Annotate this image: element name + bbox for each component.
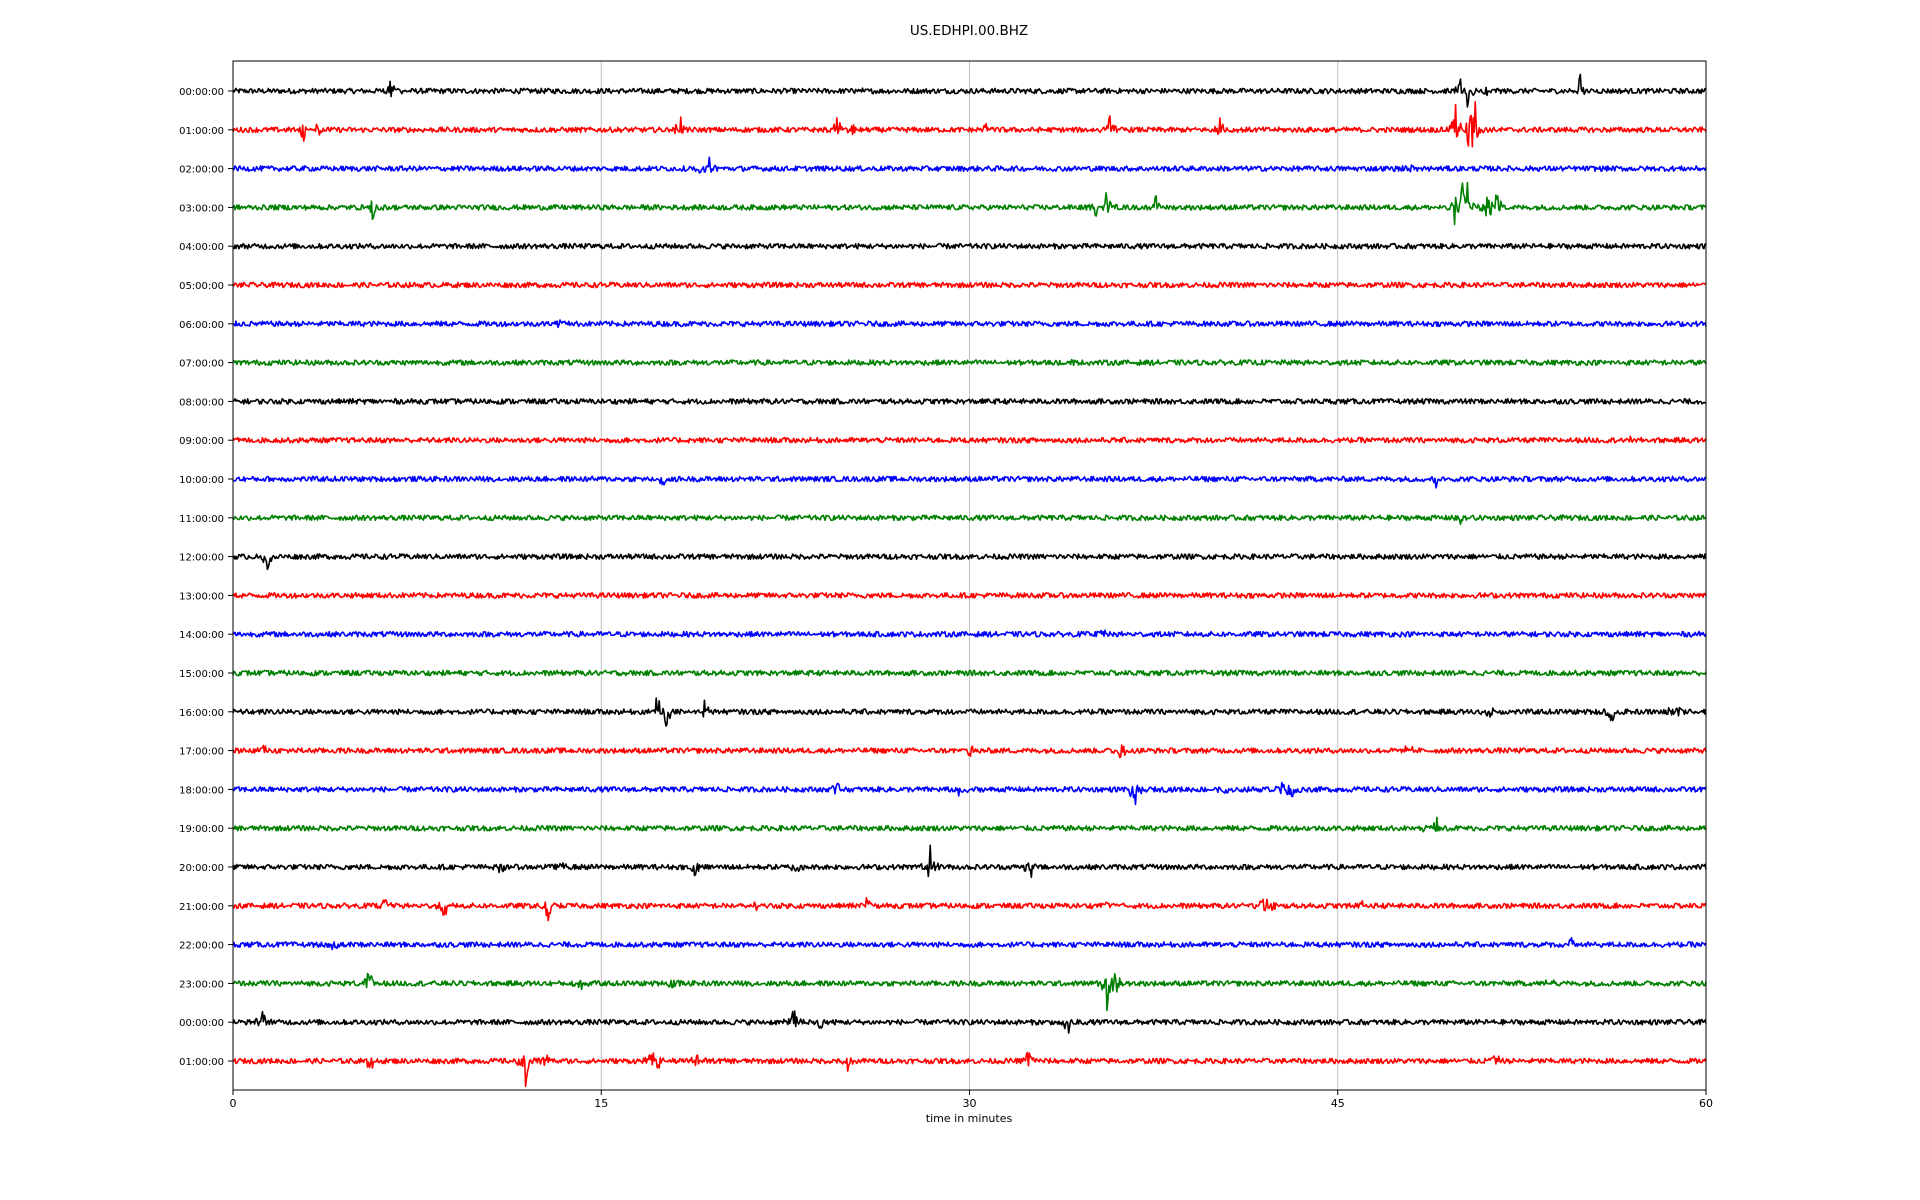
trace-line: [232, 697, 1707, 727]
trace-line: [232, 181, 1707, 226]
trace-line: [232, 514, 1707, 526]
vertical-gridlines: [600, 61, 1339, 1090]
trace-line: [232, 319, 1707, 329]
row-label: 23:00:00: [179, 979, 224, 990]
trace-line: [232, 1051, 1707, 1088]
trace-line: [232, 475, 1707, 489]
trace-line: [232, 592, 1707, 599]
x-tick-label: 15: [594, 1097, 608, 1110]
row-label: 06:00:00: [179, 320, 224, 331]
row-label: 22:00:00: [179, 941, 224, 952]
row-label: 02:00:00: [179, 165, 224, 176]
row-label: 07:00:00: [179, 359, 224, 370]
row-label: 12:00:00: [179, 553, 224, 564]
trace-line: [232, 972, 1707, 1012]
row-label: 01:00:00: [179, 1057, 224, 1068]
x-tick-label: 45: [1331, 1097, 1345, 1110]
x-tick-label: 60: [1699, 1097, 1713, 1110]
row-label: 21:00:00: [179, 902, 224, 913]
trace-line: [232, 73, 1707, 108]
row-label: 18:00:00: [179, 785, 224, 796]
row-label: 08:00:00: [179, 397, 224, 408]
trace-line: [232, 629, 1707, 638]
row-label: 16:00:00: [179, 708, 224, 719]
trace-line: [232, 553, 1707, 571]
trace-line: [232, 100, 1707, 148]
trace-line: [232, 281, 1707, 289]
row-label: 17:00:00: [179, 747, 224, 758]
trace-area: [232, 73, 1707, 1088]
row-label: 14:00:00: [179, 630, 224, 641]
x-tick-label: 0: [230, 1097, 237, 1110]
row-label: 10:00:00: [179, 475, 224, 486]
trace-line: [232, 398, 1707, 405]
x-tick-label: 30: [963, 1097, 977, 1110]
x-axis-label: time in minutes: [926, 1112, 1013, 1125]
row-label: 01:00:00: [179, 126, 224, 137]
trace-line: [232, 435, 1707, 444]
trace-line: [232, 816, 1707, 833]
row-label: 05:00:00: [179, 281, 224, 292]
trace-line: [232, 1010, 1707, 1034]
row-label: 13:00:00: [179, 591, 224, 602]
row-label: 19:00:00: [179, 824, 224, 835]
row-label: 09:00:00: [179, 436, 224, 447]
row-label: 20:00:00: [179, 863, 224, 874]
trace-line: [232, 669, 1707, 677]
trace-line: [232, 358, 1707, 367]
row-label: 11:00:00: [179, 514, 224, 525]
row-label: 15:00:00: [179, 669, 224, 680]
trace-line: [232, 937, 1707, 951]
row-label: 00:00:00: [179, 87, 224, 98]
trace-line: [233, 896, 1707, 922]
trace-line: [232, 744, 1707, 759]
trace-line: [232, 781, 1707, 806]
row-time-labels: 00:00:00 01:00:00 02:00:00 03:00:00 04:00:00…: [179, 87, 233, 1068]
x-axis-ticks: 0 15 30 45 60: [230, 1090, 1713, 1110]
row-label: 00:00:00: [179, 1018, 224, 1029]
trace-line: [232, 242, 1707, 250]
row-label: 03:00:00: [179, 203, 224, 214]
trace-line: [232, 844, 1707, 879]
trace-line: [232, 156, 1707, 174]
chart-title: US.EDHPI.00.BHZ: [910, 23, 1028, 39]
row-label: 04:00:00: [179, 242, 224, 253]
